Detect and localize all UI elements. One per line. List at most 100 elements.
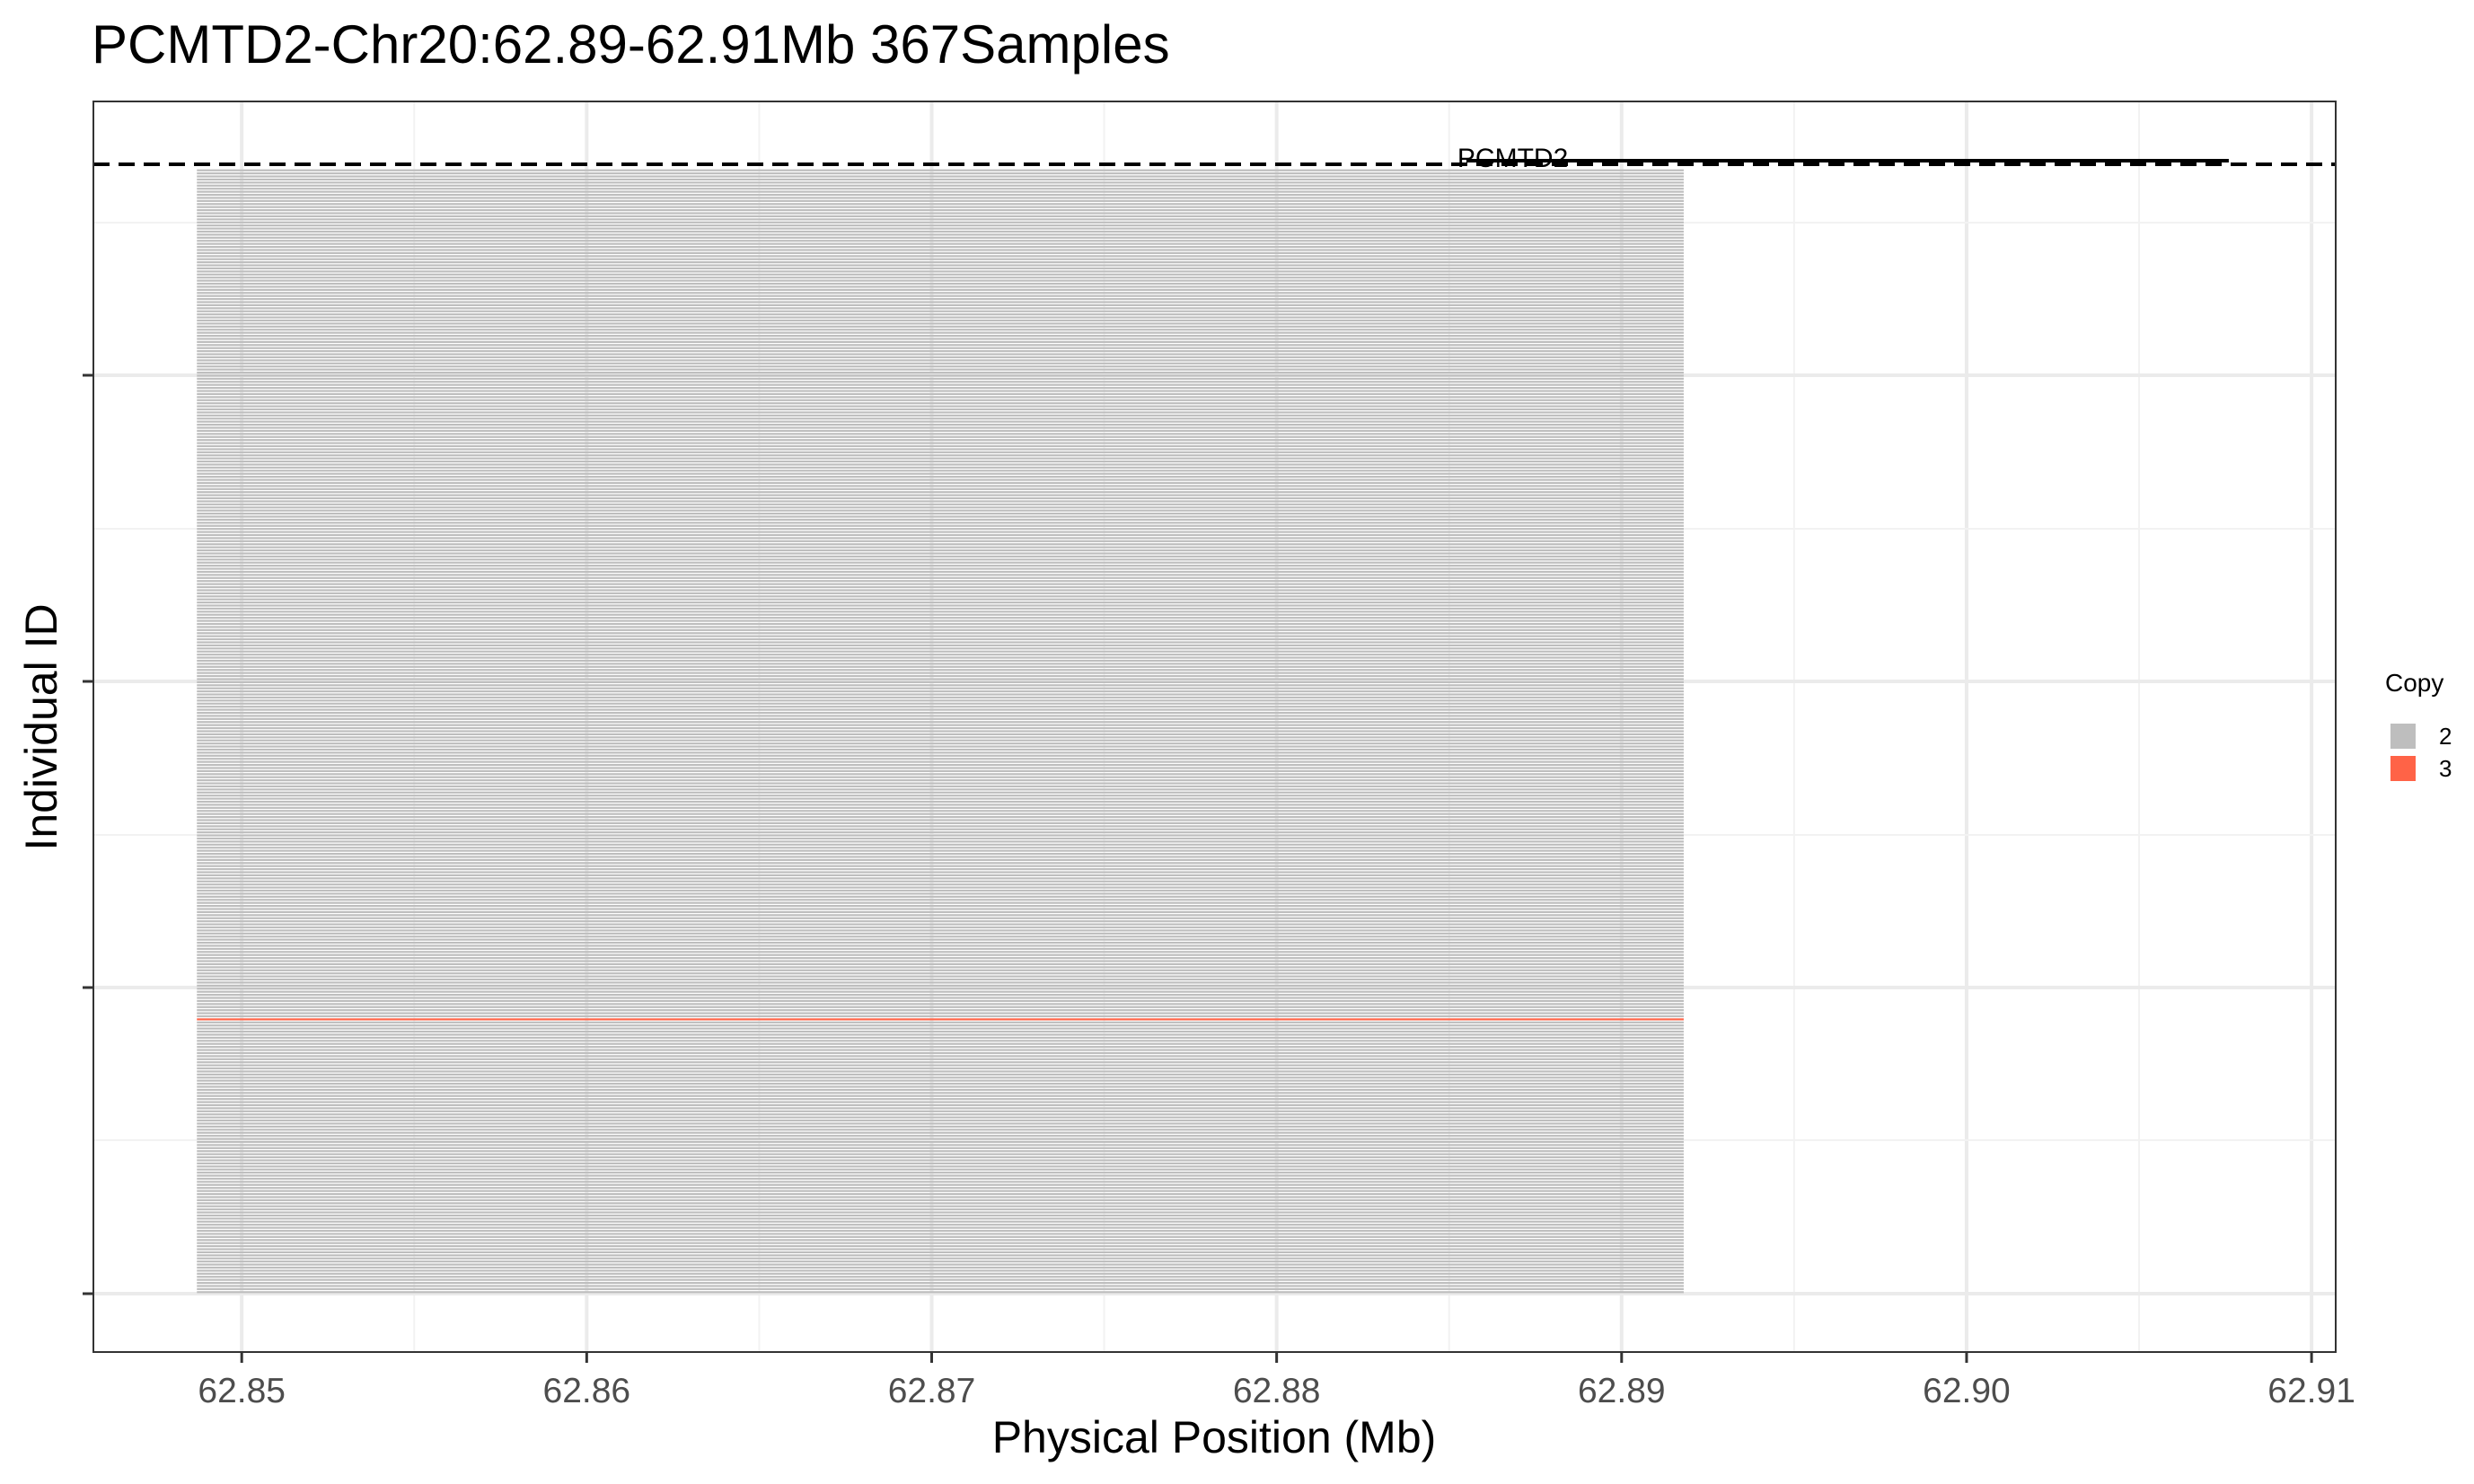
sample-segment — [197, 381, 1684, 383]
sample-segment — [197, 576, 1684, 579]
legend-swatch — [2390, 756, 2416, 781]
sample-segment — [197, 1140, 1684, 1144]
sample-segment — [197, 589, 1684, 592]
sample-segment — [197, 513, 1684, 515]
sample-segment — [197, 402, 1684, 405]
sample-segment — [197, 1281, 1684, 1285]
sample-segment — [197, 439, 1684, 442]
sample-segment — [197, 491, 1684, 494]
sample-segment — [197, 1208, 1684, 1211]
sample-segment — [197, 212, 1684, 215]
sample-segment — [197, 966, 1684, 969]
sample-segment — [197, 580, 1684, 583]
sample-segment — [197, 1125, 1684, 1128]
sample-segment — [197, 715, 1684, 717]
sample-segment — [197, 1131, 1684, 1134]
sample-segment — [197, 285, 1684, 288]
sample-segment — [197, 1005, 1684, 1008]
sample-segment — [197, 602, 1684, 604]
sample-segment — [197, 751, 1684, 754]
sample-segment — [197, 1233, 1684, 1235]
sample-segment — [197, 858, 1684, 861]
sample-segment — [197, 797, 1684, 800]
sample-segment — [197, 1137, 1684, 1140]
legend-title: Copy — [2385, 669, 2443, 697]
sample-segment — [197, 767, 1684, 769]
sample-segment — [197, 941, 1684, 944]
sample-segment — [197, 298, 1684, 301]
sample-segment — [197, 350, 1684, 353]
sample-segment — [197, 1196, 1684, 1199]
sample-segment — [197, 448, 1684, 451]
sample-segment — [197, 1120, 1684, 1122]
sample-segment — [197, 626, 1684, 628]
sample-segment — [197, 546, 1684, 549]
sample-segment — [197, 637, 1684, 641]
sample-segment — [197, 788, 1684, 791]
sample-segment — [197, 396, 1684, 399]
sample-segment — [197, 1098, 1684, 1101]
sample-segment — [197, 561, 1684, 564]
sample-segment — [197, 1076, 1684, 1079]
sample-segment — [197, 322, 1684, 325]
sample-segment — [197, 316, 1684, 319]
sample-segment — [197, 273, 1684, 276]
sample-segment — [197, 742, 1684, 745]
sample-segment — [197, 981, 1684, 984]
sample-segment — [197, 711, 1684, 715]
sample-segment — [197, 528, 1684, 531]
sample-segment — [197, 1214, 1684, 1217]
sample-segment — [197, 1278, 1684, 1281]
sample-segment — [197, 565, 1684, 567]
sample-segment — [197, 607, 1684, 610]
sample-segment — [197, 1135, 1684, 1137]
sample-segment — [197, 466, 1684, 469]
sample-segment — [197, 1272, 1684, 1275]
sample-segment — [197, 377, 1684, 380]
sample-segment — [197, 745, 1684, 748]
sample-segment — [197, 460, 1684, 463]
sample-segment — [197, 368, 1684, 371]
sample-segment — [197, 435, 1684, 438]
sample-segment — [197, 610, 1684, 613]
sample-segment — [197, 433, 1684, 435]
sample-segment — [197, 169, 1684, 171]
sample-segment — [197, 233, 1684, 236]
sample-segment — [197, 334, 1684, 338]
sample-segment — [197, 785, 1684, 788]
sample-segment — [197, 791, 1684, 794]
sample-segment — [197, 1012, 1684, 1014]
sample-segment — [197, 1110, 1684, 1112]
sample-segment — [197, 693, 1684, 696]
sample-segment — [197, 708, 1684, 711]
sample-segment — [197, 825, 1684, 828]
sample-segment — [197, 417, 1684, 420]
sample-segment — [197, 763, 1684, 767]
sample-segment — [197, 426, 1684, 429]
sample-segment — [197, 1058, 1684, 1060]
sample-segment — [197, 938, 1684, 941]
sample-segment — [197, 1067, 1684, 1070]
sample-segment — [197, 659, 1684, 663]
sample-segment — [197, 1159, 1684, 1162]
legend: Copy 2 3 — [2385, 669, 2452, 782]
sample-segment — [197, 1101, 1684, 1103]
sample-segment — [197, 1174, 1684, 1177]
sample-segment — [197, 1094, 1684, 1097]
sample-segment — [197, 678, 1684, 681]
sample-segment — [197, 1162, 1684, 1164]
sample-segment — [197, 598, 1684, 601]
sample-segment — [197, 307, 1684, 310]
sample-segment — [197, 390, 1684, 392]
sample-segment — [197, 1073, 1684, 1076]
sample-segment — [197, 347, 1684, 349]
sample-segment — [197, 552, 1684, 555]
sample-segment — [197, 371, 1684, 374]
sample-segment — [197, 730, 1684, 733]
sample-segment — [197, 1027, 1684, 1030]
sample-segment — [197, 957, 1684, 960]
sample-segment — [197, 338, 1684, 340]
sample-segment — [197, 429, 1684, 433]
sample-segment — [197, 522, 1684, 524]
sample-segment — [197, 1122, 1684, 1125]
